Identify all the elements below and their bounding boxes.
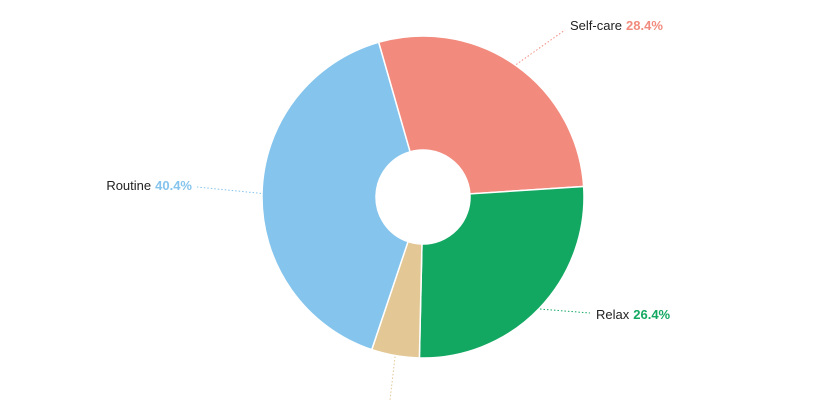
donut-slice — [261, 41, 411, 351]
category-name: Self-care — [570, 18, 622, 33]
leader-line — [539, 308, 591, 314]
leader-line — [196, 186, 262, 194]
value-label: 40.4% — [155, 178, 192, 193]
donut-slice — [418, 185, 585, 359]
leader-line — [389, 356, 396, 400]
category-name: Routine — [106, 178, 151, 193]
slice-label: Relax 26.4% — [596, 307, 671, 322]
value-label: 28.4% — [626, 18, 663, 33]
donut-slice — [377, 35, 585, 195]
category-name: Relax — [596, 307, 630, 322]
slice-label: Self-care 28.4% — [570, 18, 663, 33]
slice-label: Routine 40.4% — [106, 178, 192, 193]
value-label: 26.4% — [633, 307, 670, 322]
leader-line — [515, 29, 566, 65]
